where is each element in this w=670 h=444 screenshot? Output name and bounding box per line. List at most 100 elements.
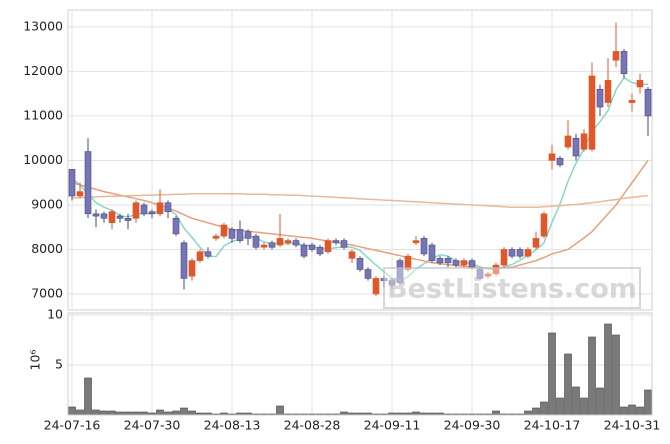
y-tick-label: 5 [55, 357, 63, 372]
candle-body [252, 235, 260, 248]
volume-bar [532, 407, 540, 416]
candle-body [564, 135, 572, 148]
x-tick-label: 24-09-30 [444, 418, 501, 433]
candle-body [92, 213, 100, 217]
volume-bar [92, 409, 100, 416]
candle-body [340, 240, 348, 248]
y-tick-label: 7000 [31, 285, 63, 300]
candle-body [420, 238, 428, 255]
volume-bar [620, 406, 628, 416]
candle-body [364, 269, 372, 279]
watermark: BestListens.com [387, 274, 637, 305]
x-tick-label: 24-10-31 [604, 418, 661, 433]
x-tick-label: 24-09-11 [364, 418, 421, 433]
y-tick-label: 13000 [23, 18, 63, 33]
candle-body [524, 249, 532, 257]
volume-bar [612, 334, 620, 416]
candle-body [196, 251, 204, 261]
y-tick-label: 11000 [23, 107, 63, 122]
candle-body [76, 191, 84, 197]
candle-body [268, 242, 276, 248]
candle-body [284, 240, 292, 244]
candle-body [588, 75, 596, 150]
candle-body [140, 204, 148, 215]
candle-body [84, 151, 92, 215]
candle-body [348, 251, 356, 259]
y-tick-label: 10 [47, 307, 63, 322]
volume-bar [276, 405, 284, 416]
candle-body [580, 133, 588, 150]
volume-bar [188, 410, 196, 416]
watermark-box [383, 267, 641, 309]
volume-bar [604, 323, 612, 416]
candle-body [236, 229, 244, 241]
x-tick-label: 24-08-13 [204, 418, 261, 433]
candle-body [444, 258, 452, 264]
moving-average-line [71, 159, 649, 269]
candle-body [332, 240, 340, 244]
candle-body [612, 51, 620, 61]
candle-body [468, 260, 476, 268]
candle-body [628, 100, 636, 103]
candle-body [276, 238, 284, 246]
candle-body [644, 88, 652, 117]
volume-bar [68, 406, 76, 416]
candle-body [516, 249, 524, 257]
candle-body [316, 246, 324, 255]
candle-body [452, 260, 460, 266]
candle-body [188, 260, 196, 277]
volume-bar [180, 407, 188, 416]
candle-body [164, 202, 172, 212]
candle-body [508, 249, 516, 257]
volume-bar [564, 353, 572, 416]
candle-body [396, 260, 404, 284]
candle-body [548, 153, 556, 161]
volume-bar [580, 397, 588, 416]
candle-body [124, 218, 132, 221]
volume-bar [540, 401, 548, 416]
volume-bar [636, 406, 644, 416]
candle-body [556, 157, 564, 166]
candle-body [220, 224, 228, 237]
candle-body [300, 244, 308, 257]
volume-bar [172, 410, 180, 416]
candle-body [404, 255, 412, 270]
candle-body [68, 169, 76, 197]
volume-bar [492, 410, 500, 416]
volume-bar [100, 410, 108, 416]
candle-body [436, 258, 444, 264]
candle-body [484, 273, 492, 277]
candle-body [500, 249, 508, 266]
candle-body [636, 80, 644, 88]
candle-body [388, 280, 396, 286]
volume-bar [548, 332, 556, 416]
candle-body [108, 211, 116, 224]
y-tick-label: 8000 [31, 241, 63, 256]
volume-bar [596, 387, 604, 416]
candle-body [620, 51, 628, 74]
volume-bar [588, 336, 596, 416]
volume-bar [84, 377, 92, 416]
volume-bar [556, 397, 564, 416]
candle-body [532, 238, 540, 248]
candle-body [492, 264, 500, 275]
candle-body [100, 213, 108, 219]
candle-body [212, 235, 220, 239]
y-tick-label: 12000 [23, 63, 63, 78]
candle-body [116, 215, 124, 219]
volume-bar [108, 410, 116, 416]
x-tick-label: 24-07-30 [124, 418, 181, 433]
candle-body [540, 213, 548, 237]
candle-body [228, 229, 236, 239]
candle-body [156, 202, 164, 215]
volume-bar [76, 409, 84, 416]
candle-body [132, 202, 140, 219]
candle-body [476, 269, 484, 279]
x-tick-label: 24-10-17 [524, 418, 581, 433]
candle-body [596, 88, 604, 108]
candle-body [148, 211, 156, 215]
candle-body [356, 258, 364, 270]
x-tick-label: 24-07-16 [44, 418, 101, 433]
x-tick-label: 24-08-28 [284, 418, 341, 433]
